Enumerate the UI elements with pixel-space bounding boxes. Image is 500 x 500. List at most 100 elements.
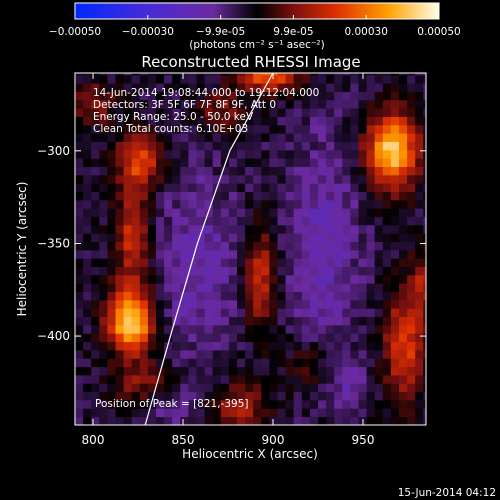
heatmap-cell (301, 74, 311, 84)
heatmap-cell (220, 166, 230, 176)
heatmap-cell (269, 341, 278, 351)
heatmap-cell (172, 333, 181, 343)
heatmap-cell (131, 349, 141, 359)
heatmap-cell (156, 216, 165, 226)
heatmap-cell (399, 83, 408, 92)
heatmap-cell (407, 308, 416, 318)
heatmap-cell (123, 274, 133, 284)
heatmap-cell (196, 274, 205, 284)
heatmap-cell (107, 108, 116, 117)
heatmap-cell (75, 308, 84, 318)
heatmap-cell (115, 149, 124, 159)
heatmap-cell (180, 266, 189, 276)
heatmap-cell (374, 324, 384, 334)
heatmap-cell (399, 374, 408, 384)
heatmap-cell (172, 341, 181, 351)
heatmap-cell (366, 133, 376, 142)
heatmap-cell (399, 258, 408, 267)
heatmap-cell (156, 408, 165, 418)
heatmap-cell (115, 73, 124, 76)
heatmap-cell (253, 258, 262, 267)
heatmap-cell (293, 141, 303, 151)
heatmap-cell (269, 91, 278, 101)
heatmap-cell (237, 266, 246, 276)
heatmap-cell (99, 224, 108, 234)
heatmap-cell (245, 249, 254, 259)
heatmap-cell (382, 74, 392, 84)
heatmap-cell (269, 408, 278, 418)
heatmap-cell (285, 91, 295, 101)
heatmap-cell (237, 408, 246, 418)
heatmap-cell (91, 116, 100, 126)
heatmap-cell (115, 274, 124, 284)
heatmap-cell (366, 266, 376, 276)
heatmap-cell (366, 99, 376, 109)
heatmap-cell (334, 241, 343, 251)
solar-limb-line (144, 73, 274, 425)
heatmap-cell (309, 149, 319, 159)
heatmap-cell (83, 91, 92, 101)
heatmap-cell (204, 233, 214, 242)
heatmap-cell (350, 191, 359, 201)
heatmap-cell (399, 249, 408, 259)
heatmap-cell (164, 358, 173, 368)
heatmap-cell (156, 83, 165, 92)
heatmap-cell (326, 216, 335, 226)
heatmap-cell (293, 283, 303, 293)
heatmap-cell (196, 158, 205, 167)
heatmap-cell (261, 308, 270, 318)
heatmap-cell (164, 83, 173, 92)
heatmap-cell (212, 299, 222, 309)
heatmap-cell (309, 349, 319, 359)
heatmap-cell (123, 316, 133, 326)
heatmap-cell (139, 274, 149, 284)
heatmap-cell (139, 408, 149, 418)
heatmap-cell (172, 133, 181, 142)
heatmap-cell (115, 108, 124, 117)
heatmap-cell (91, 283, 100, 293)
heatmap-cell (188, 408, 197, 418)
heatmap-cell (374, 408, 384, 418)
heatmap-cell (139, 216, 149, 226)
heatmap-cell (415, 208, 424, 217)
heatmap-cell (269, 299, 278, 309)
heatmap-cell (245, 216, 254, 226)
heatmap-cell (180, 291, 189, 301)
heatmap-cell (358, 316, 367, 326)
heatmap-cell (415, 158, 424, 167)
heatmap-cell (390, 216, 400, 226)
heatmap-cell (285, 191, 295, 201)
heatmap-cell (83, 74, 92, 84)
heatmap-cell (261, 191, 270, 201)
heatmap-cell (91, 149, 100, 159)
heatmap-cell (285, 349, 295, 359)
heatmap-cell (83, 299, 92, 309)
heatmap-cell (334, 291, 343, 301)
heatmap-cell (75, 283, 84, 293)
heatmap-cell (407, 299, 416, 309)
heatmap-cell (277, 74, 286, 84)
heatmap-cell (318, 258, 327, 267)
heatmap-cell (269, 141, 278, 151)
heatmap-cell (261, 249, 270, 259)
heatmap-cell (277, 366, 286, 376)
heatmap-cell (285, 74, 295, 84)
heatmap-cell (407, 241, 416, 251)
heatmap-cell (164, 149, 173, 159)
heatmap-cell (301, 374, 311, 384)
heatmap-cell (83, 333, 92, 343)
heatmap-cell (415, 283, 424, 293)
heatmap-cell (220, 241, 230, 251)
heatmap-cell (253, 149, 262, 159)
heatmap-cell (83, 391, 92, 401)
heatmap-cell (228, 149, 238, 159)
heatmap-cell (342, 316, 351, 326)
heatmap-cell (415, 266, 424, 276)
x-tick-label: 950 (352, 433, 375, 447)
heatmap-cell (269, 83, 278, 92)
heatmap-cell (293, 341, 303, 351)
heatmap-cell (245, 174, 254, 184)
heatmap-cell (261, 133, 270, 142)
heatmap-cell (415, 149, 424, 159)
heatmap-cell (342, 249, 351, 259)
